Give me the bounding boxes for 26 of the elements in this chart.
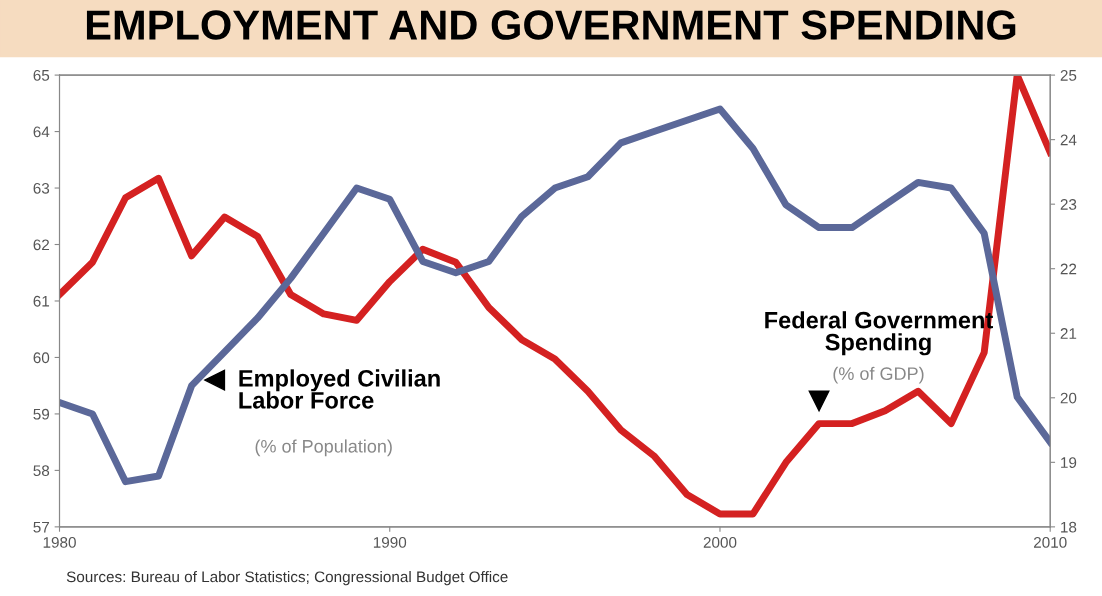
annotation: (% of GDP) <box>833 366 924 384</box>
x-tick-label: 1990 <box>373 536 407 548</box>
chart-title: EMPLOYMENT AND GOVERNMENT SPENDING <box>86 10 1016 40</box>
y-tick-label: 64 <box>33 126 50 138</box>
x-tick-label: 2010 <box>1033 536 1067 548</box>
y-tick-label: 57 <box>33 521 50 533</box>
y-tick-label: 59 <box>33 408 50 420</box>
x-tick-label: 2000 <box>703 536 737 548</box>
y-tick-label: 62 <box>33 239 50 251</box>
y-tick-label: 65 <box>33 69 50 81</box>
y2-tick-label: 18 <box>1061 521 1077 533</box>
y2-tick-label: 19 <box>1061 457 1077 469</box>
y-tick-label: 60 <box>33 352 50 364</box>
y2-tick-label: 24 <box>1060 134 1077 146</box>
y2-tick-label: 23 <box>1060 199 1077 210</box>
x-tick-label: 1980 <box>43 536 76 548</box>
y-tick-label: 61 <box>33 295 50 307</box>
y-tick-label: 63 <box>33 182 50 194</box>
y2-tick-label: 25 <box>1060 69 1077 81</box>
y-tick-label: 58 <box>33 465 50 477</box>
y2-tick-label: 22 <box>1060 263 1077 275</box>
series-label: Employed Civilian Labor Force <box>239 369 440 409</box>
y2-tick-label: 21 <box>1060 328 1077 339</box>
y2-tick-label: 20 <box>1060 392 1077 404</box>
annotation: (% of Population) <box>255 439 392 457</box>
source-note: Sources: Bureau of Labor Statistics; Congressional Budget Office <box>66 571 508 586</box>
